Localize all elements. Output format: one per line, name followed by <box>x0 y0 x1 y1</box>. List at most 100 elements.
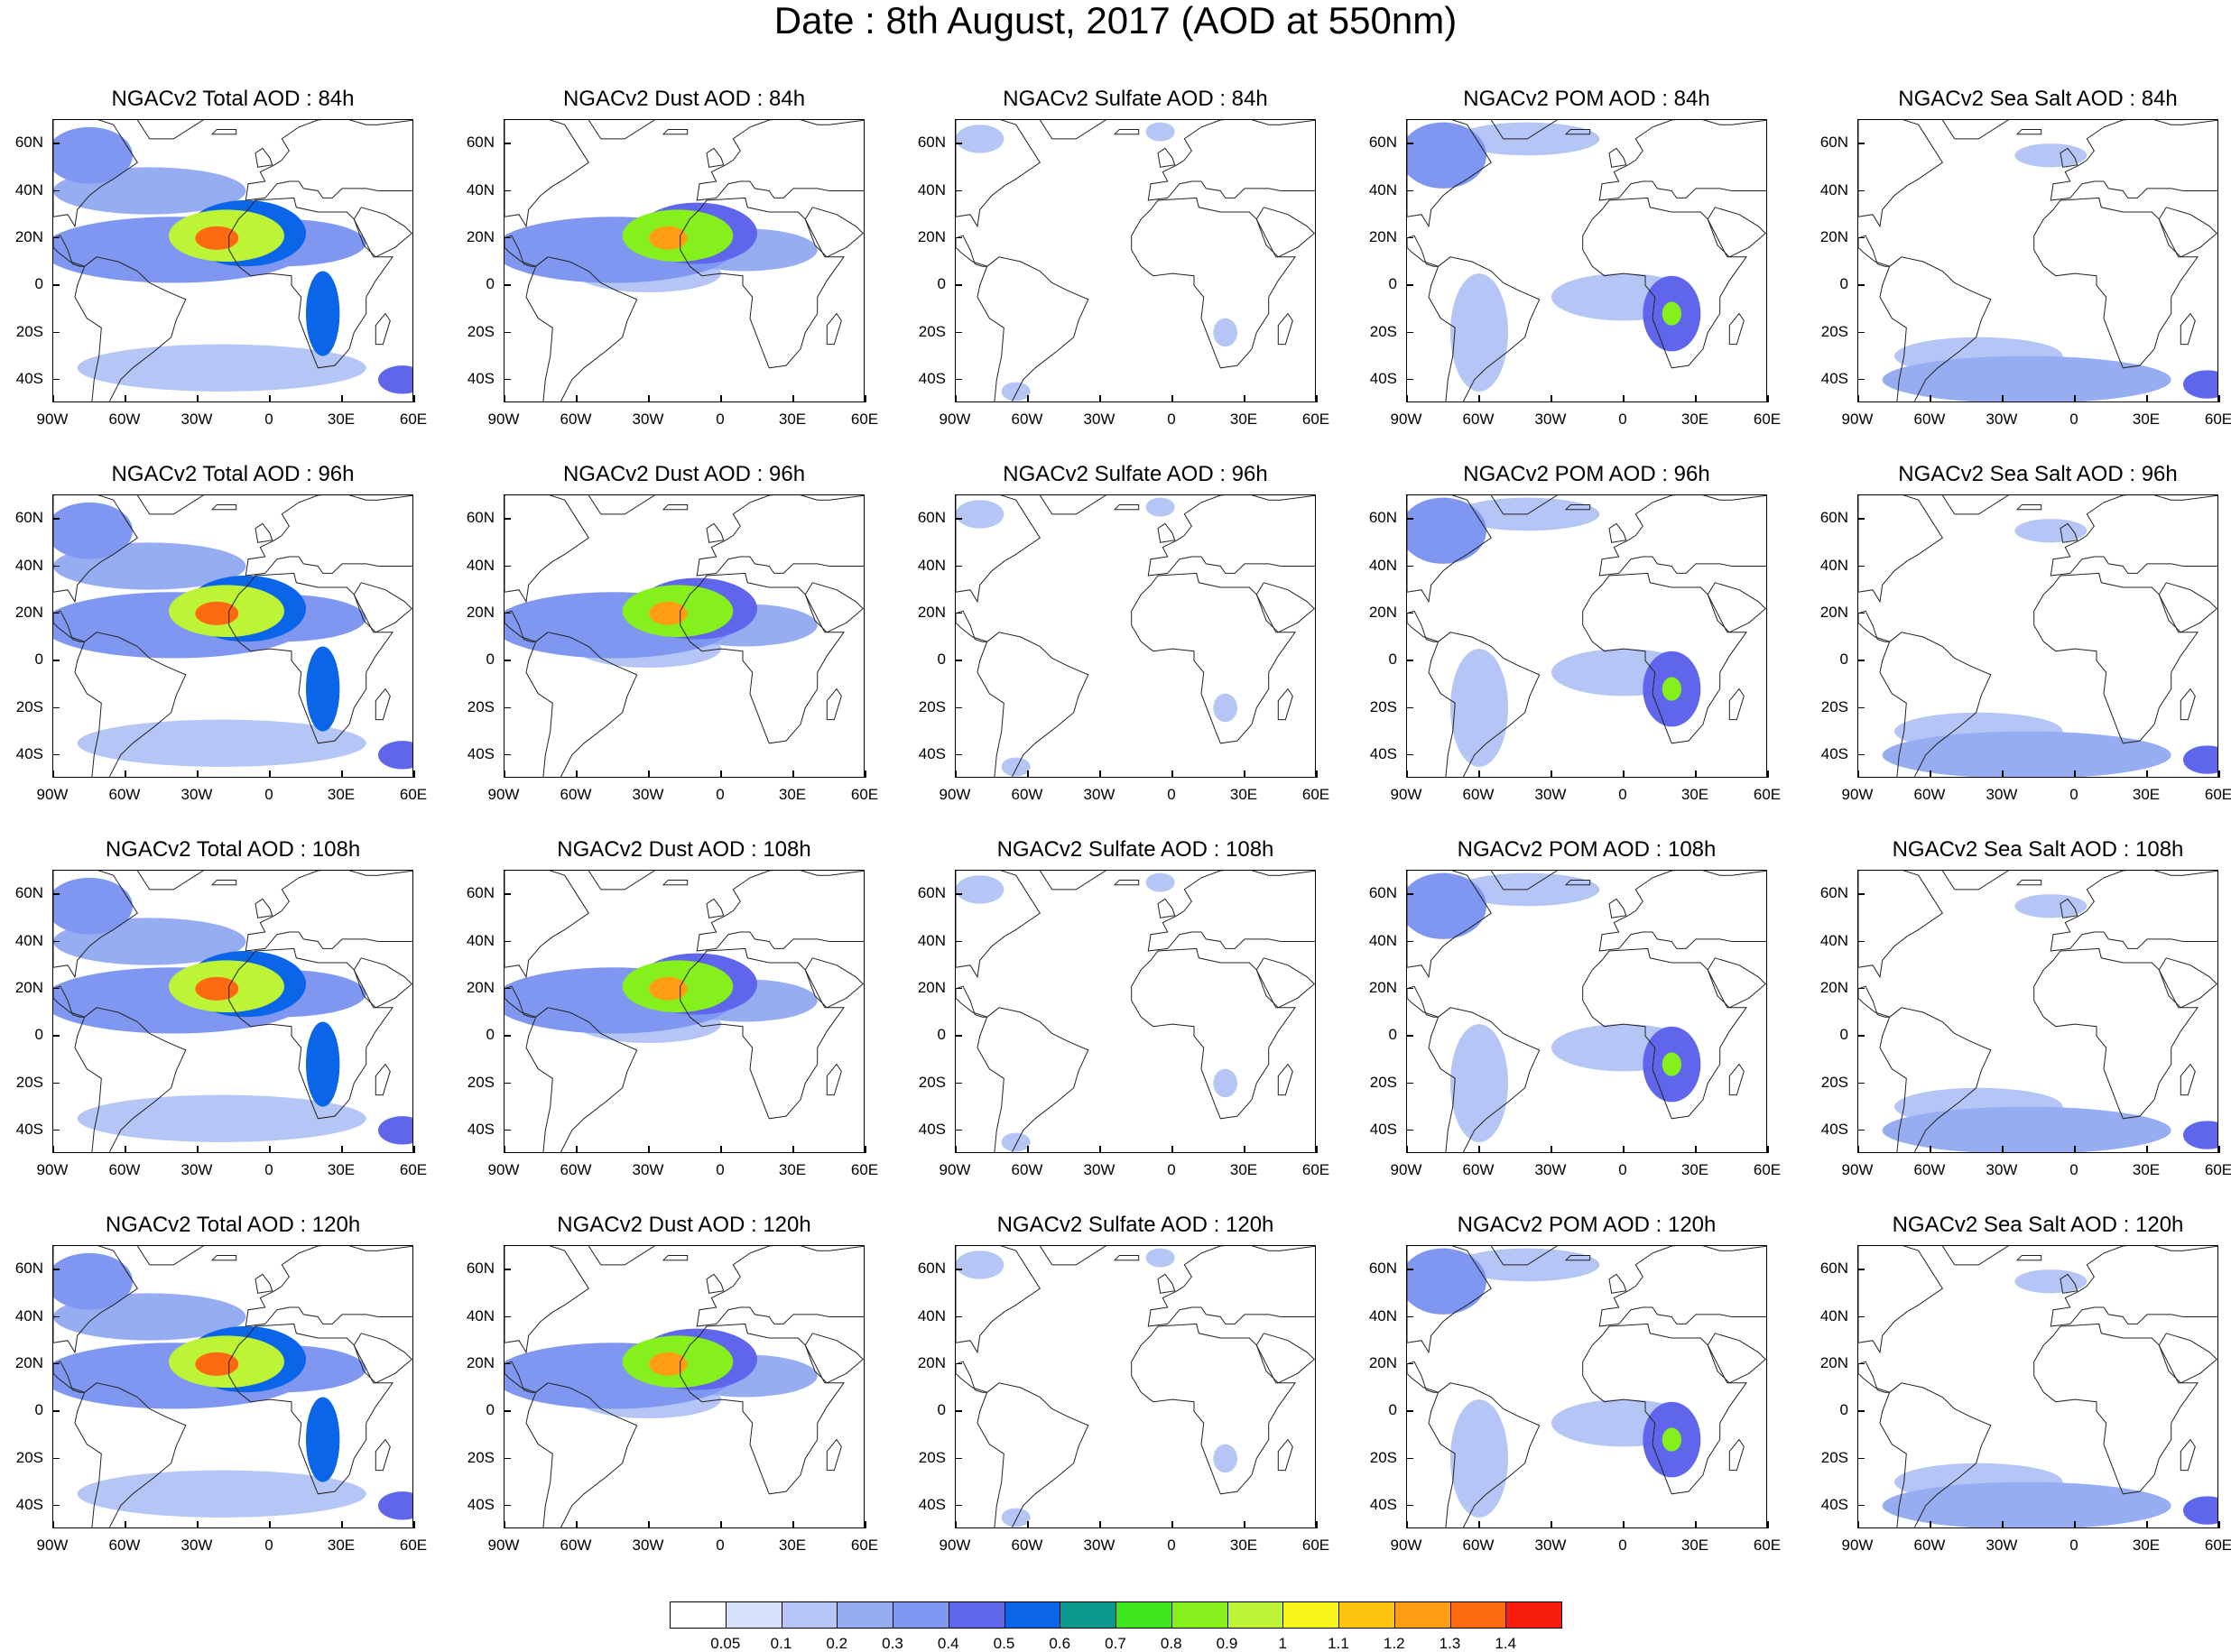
aod-field <box>649 1352 688 1376</box>
lon-tick <box>2074 1521 2076 1528</box>
lat-tick <box>52 987 60 990</box>
lat-label: 40S <box>918 369 946 387</box>
lat-label: 20S <box>15 697 43 715</box>
lat-tick <box>1857 1082 1865 1084</box>
panel-title: NGACv2 Sea Salt AOD : 84h <box>1898 87 2178 111</box>
lon-tick <box>2146 1146 2148 1153</box>
map-panel: NGACv2 POM AOD : 96h 60N 40N 20N 0 20S 40S 90W 6… <box>1369 462 1781 837</box>
map-panel: NGACv2 POM AOD : 120h 60N 40N 20N 0 20S 40S 90W… <box>1369 1213 1781 1588</box>
lon-label: 30W <box>1534 1537 1567 1554</box>
panel-title: NGACv2 Dust AOD : 120h <box>557 1213 811 1237</box>
lat-tick <box>504 143 511 144</box>
map-frame <box>1406 494 1767 778</box>
lat-label: 40N <box>466 1306 495 1324</box>
coastline <box>662 880 689 886</box>
coastline <box>956 610 987 642</box>
lon-tick <box>1478 1146 1480 1153</box>
lat-tick <box>955 706 962 708</box>
lon-tick <box>1551 395 1552 402</box>
panel-title: NGACv2 Sea Salt AOD : 96h <box>1898 462 2178 486</box>
lon-tick <box>1171 395 1173 402</box>
coastline <box>2180 1438 2196 1472</box>
lon-label: 60W <box>560 1537 592 1554</box>
aod-field <box>1145 1248 1175 1268</box>
lon-tick <box>2218 771 2220 778</box>
aod-field <box>2014 143 2088 168</box>
lon-label: 90W <box>1841 411 1874 428</box>
coastline <box>1277 1438 1293 1472</box>
coastline <box>680 197 845 369</box>
coastline <box>2033 572 2199 744</box>
colorbar-level-label: 1.2 <box>1383 1635 1405 1652</box>
lon-label: 60W <box>1913 1161 1946 1178</box>
aod-map <box>505 120 864 401</box>
lon-tick <box>720 395 722 402</box>
lon-tick <box>125 1146 126 1153</box>
coastline <box>1157 147 1176 168</box>
lat-tick <box>955 612 962 614</box>
lon-tick <box>576 771 578 778</box>
coastline <box>1131 197 1296 369</box>
coastline <box>1879 1382 1992 1527</box>
lon-label: 90W <box>487 411 520 428</box>
lat-tick <box>955 1457 962 1459</box>
lat-label: 20N <box>1819 978 1848 996</box>
lat-label: 40S <box>1369 744 1397 762</box>
coastline <box>956 1246 1041 1354</box>
colorbar-swatch <box>1004 1601 1061 1629</box>
coastline <box>505 985 536 1018</box>
panel-title: NGACv2 Sulfate AOD : 120h <box>996 1213 1274 1237</box>
lon-tick <box>269 1146 271 1153</box>
lat-tick <box>1857 1457 1865 1459</box>
coastline <box>1608 522 1627 543</box>
lon-label: 60E <box>1301 411 1330 428</box>
lon-label: 30W <box>181 786 213 803</box>
colorbar-swatch <box>1171 1601 1228 1629</box>
lat-label: 60N <box>466 509 495 527</box>
lat-label: 40N <box>466 180 495 198</box>
map-panel: NGACv2 Dust AOD : 108h 60N 40N 20N 0 20S 40S 90… <box>467 837 878 1213</box>
colorbar-swatch <box>725 1601 782 1629</box>
lon-tick <box>1244 1146 1245 1153</box>
lat-tick <box>504 1269 511 1270</box>
map-frame <box>504 870 865 1153</box>
lat-label: 40N <box>14 1306 43 1324</box>
aod-field <box>53 502 133 559</box>
lat-tick <box>955 1362 962 1365</box>
lat-label: 40N <box>917 556 946 574</box>
lon-tick <box>1623 1521 1625 1528</box>
lat-label: 60N <box>917 884 946 902</box>
lat-label: 20S <box>918 697 946 715</box>
aod-map <box>956 1246 1315 1527</box>
coastline <box>1157 522 1176 543</box>
coastline <box>1707 957 1766 1009</box>
colorbar-level-label: 0.7 <box>1105 1635 1126 1652</box>
colorbar-level-label: 0.6 <box>1049 1635 1071 1652</box>
coastline <box>680 947 845 1120</box>
colorbar-swatch <box>893 1601 949 1629</box>
lon-label: 30E <box>778 1161 807 1178</box>
lon-tick <box>504 771 505 778</box>
map-panel: NGACv2 Sulfate AOD : 120h 60N 40N 20N 0 20S 40… <box>918 1213 1329 1588</box>
lat-tick <box>1406 660 1413 661</box>
lon-tick <box>1316 1521 1318 1528</box>
aod-field <box>378 1491 412 1520</box>
lon-tick <box>413 395 415 402</box>
lon-tick <box>1857 1146 1859 1153</box>
aod-field <box>1213 1068 1237 1098</box>
lat-tick <box>1857 236 1865 239</box>
lon-label: 30E <box>327 1537 356 1554</box>
aod-field <box>2183 745 2217 774</box>
coastline <box>2158 1333 2217 1384</box>
lat-tick <box>1857 189 1865 191</box>
coastline <box>74 632 187 777</box>
map-frame <box>52 870 413 1153</box>
colorbar-level-label: 0.3 <box>882 1635 903 1652</box>
coastline <box>255 898 273 918</box>
lat-tick <box>1857 1269 1865 1270</box>
lon-tick <box>2002 1521 2004 1528</box>
lon-label: 30W <box>181 1161 213 1178</box>
lat-label: 20N <box>14 603 43 621</box>
lat-tick <box>52 378 60 381</box>
aod-field <box>2183 370 2217 399</box>
